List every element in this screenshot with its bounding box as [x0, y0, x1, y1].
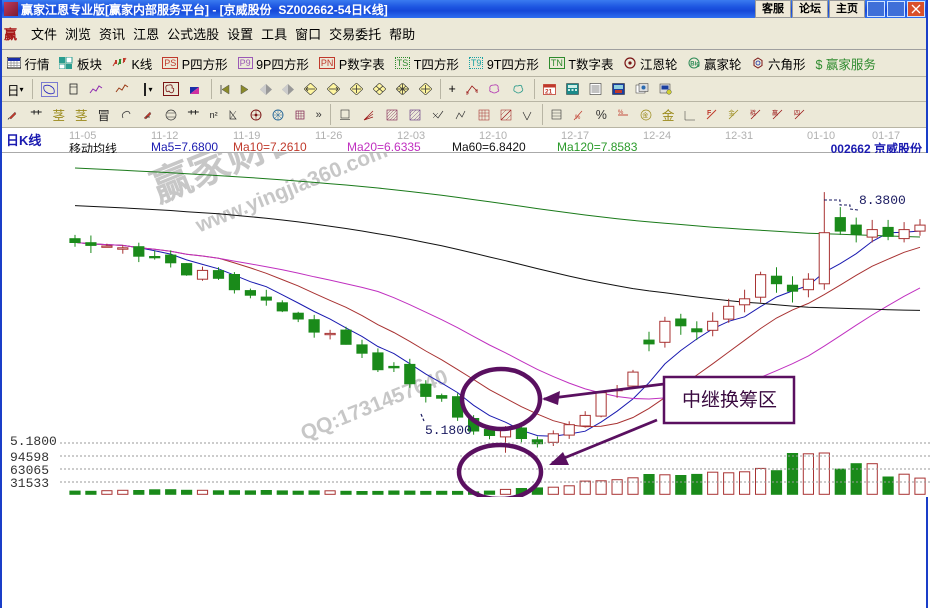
svg-text:金: 金: [642, 111, 648, 119]
svg-text:赢: 赢: [772, 109, 778, 117]
svg-text:%: %: [618, 110, 624, 116]
svg-text:Big: Big: [690, 62, 700, 68]
svg-text:金: 金: [729, 109, 735, 117]
svg-text:21: 21: [545, 89, 553, 96]
svg-text:四: 四: [794, 110, 800, 117]
svg-text:%: %: [575, 115, 581, 121]
svg-text:中继换筹区: 中继换筹区: [682, 389, 777, 411]
svg-text:裢: 裢: [750, 109, 756, 117]
svg-text:F: F: [707, 110, 712, 117]
